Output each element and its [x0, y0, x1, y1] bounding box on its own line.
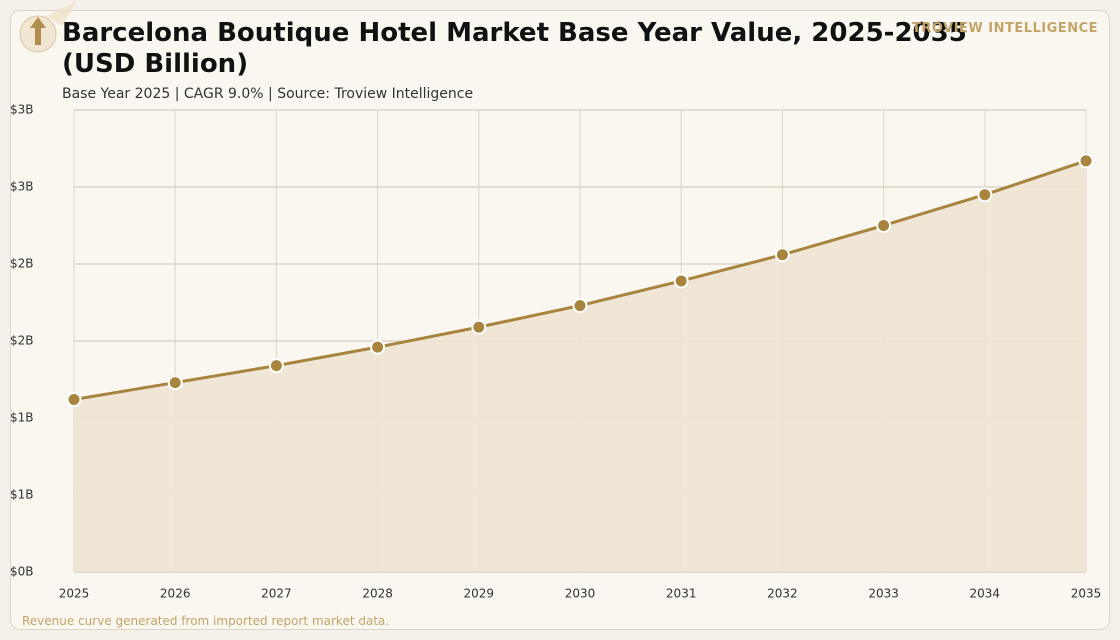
point [572, 298, 588, 314]
point [268, 358, 284, 374]
x-tick-label: 2025 [59, 587, 90, 601]
x-tick-label: 2029 [464, 587, 495, 601]
point [167, 375, 183, 391]
point [673, 273, 689, 289]
y-tick-label: $3B [10, 180, 34, 194]
point [977, 187, 993, 203]
chart-title: Barcelona Boutique Hotel Market Base Yea… [62, 18, 967, 79]
x-tick-label: 2030 [565, 587, 596, 601]
x-tick-label: 2031 [666, 587, 697, 601]
x-tick-label: 2032 [767, 587, 798, 601]
point [370, 339, 386, 355]
x-tick-label: 2034 [970, 587, 1001, 601]
point [66, 392, 82, 408]
logo-arrow [30, 17, 46, 45]
point [876, 218, 892, 233]
point [774, 247, 790, 263]
x-tick-label: 2028 [362, 587, 393, 601]
brand: TROVIEW INTELLIGENCE [912, 21, 1098, 36]
y-tick-label: $2B [10, 334, 34, 348]
point [471, 319, 487, 335]
y-tick-label: $1B [10, 488, 34, 502]
area [74, 160, 1086, 572]
point [1078, 153, 1094, 169]
x-tick-label: 2033 [868, 587, 899, 601]
x-tick-label: 2026 [160, 587, 191, 601]
y-tick-label: $1B [10, 411, 34, 425]
y-tick-label: $2B [10, 257, 34, 271]
y-tick-label: $3B [10, 103, 34, 117]
y-tick-label: $0B [10, 565, 34, 579]
footnote: Revenue curve generated from imported re… [22, 614, 390, 628]
logo-accent [46, 2, 76, 26]
subtitle: Base Year 2025 | CAGR 9.0% | Source: Tro… [62, 86, 474, 102]
x-tick-label: 2027 [261, 587, 292, 601]
x-tick-label: 2035 [1071, 587, 1102, 601]
